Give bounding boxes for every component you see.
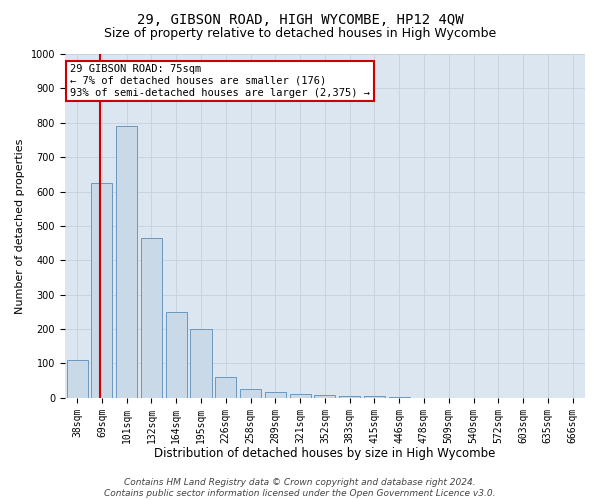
Bar — [364, 396, 385, 398]
Bar — [141, 238, 162, 398]
Bar — [240, 390, 261, 398]
Text: Size of property relative to detached houses in High Wycombe: Size of property relative to detached ho… — [104, 28, 496, 40]
Text: 29 GIBSON ROAD: 75sqm
← 7% of detached houses are smaller (176)
93% of semi-deta: 29 GIBSON ROAD: 75sqm ← 7% of detached h… — [70, 64, 370, 98]
Bar — [116, 126, 137, 398]
Bar — [190, 329, 212, 398]
Bar — [215, 377, 236, 398]
Bar — [265, 392, 286, 398]
Bar — [67, 360, 88, 398]
Bar — [91, 183, 112, 398]
Bar — [314, 395, 335, 398]
Text: 29, GIBSON ROAD, HIGH WYCOMBE, HP12 4QW: 29, GIBSON ROAD, HIGH WYCOMBE, HP12 4QW — [137, 12, 463, 26]
Bar — [166, 312, 187, 398]
Y-axis label: Number of detached properties: Number of detached properties — [15, 138, 25, 314]
Bar — [339, 396, 360, 398]
Text: Contains HM Land Registry data © Crown copyright and database right 2024.
Contai: Contains HM Land Registry data © Crown c… — [104, 478, 496, 498]
Bar — [389, 397, 410, 398]
X-axis label: Distribution of detached houses by size in High Wycombe: Distribution of detached houses by size … — [154, 447, 496, 460]
Bar — [290, 394, 311, 398]
